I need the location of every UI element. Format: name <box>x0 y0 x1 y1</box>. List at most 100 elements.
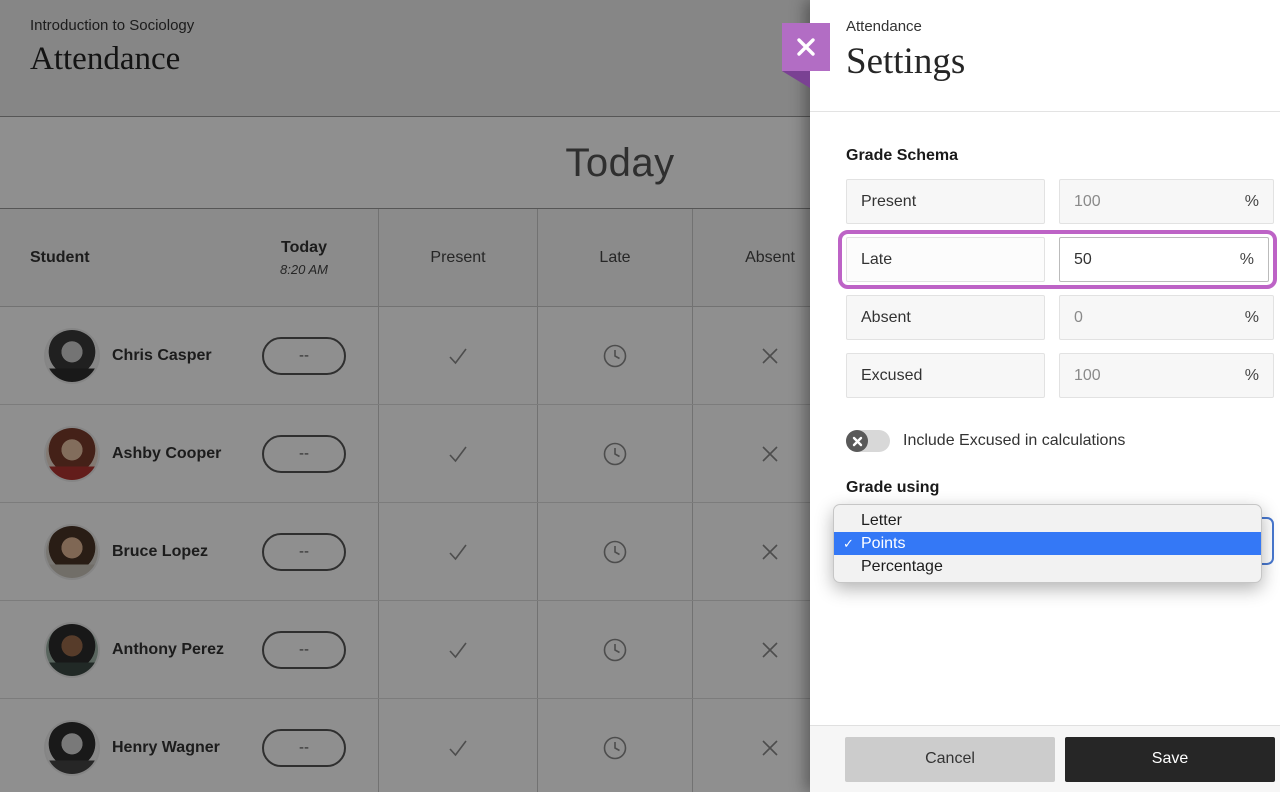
save-button[interactable]: Save <box>1065 736 1275 782</box>
dropdown-option[interactable]: ✓ Letter <box>834 509 1261 532</box>
mark-absent-cell[interactable] <box>692 699 847 792</box>
column-header-today: Today 8:20 AM <box>230 209 378 306</box>
mark-late-cell[interactable] <box>537 699 692 792</box>
panel-header: Attendance Settings <box>810 0 1280 112</box>
mark-present-cell[interactable] <box>378 699 537 792</box>
schema-label: Present <box>861 192 917 210</box>
grade-using-select-area: ✓ Letter ✓ Points ✓ Percentage <box>833 504 1274 599</box>
absent-x-icon[interactable] <box>756 538 784 566</box>
late-clock-icon[interactable] <box>602 735 628 761</box>
attendance-status-button[interactable]: -- <box>262 336 346 375</box>
schema-label: Excused <box>861 366 923 384</box>
column-header-today-time: 8:20 AM <box>280 261 328 277</box>
schema-value-field[interactable]: 50 % <box>1059 237 1269 282</box>
present-check-icon[interactable] <box>444 636 472 664</box>
panel-eyebrow: Attendance <box>846 18 922 35</box>
excused-toggle-row: Include Excused in calculations <box>846 430 1274 452</box>
student-name: Chris Casper <box>112 346 212 364</box>
absent-x-icon[interactable] <box>756 734 784 762</box>
schema-value-field[interactable]: 100 % <box>1059 179 1274 224</box>
grade-schema-row: Excused 100 % <box>846 353 1274 398</box>
schema-value-field[interactable]: 0 % <box>1059 295 1274 340</box>
present-check-icon[interactable] <box>444 440 472 468</box>
grade-schema-heading: Grade Schema <box>846 147 959 164</box>
mark-present-cell[interactable] <box>378 601 537 698</box>
schema-unit: % <box>1244 366 1259 384</box>
column-header-today-label: Today <box>281 238 327 256</box>
late-clock-icon[interactable] <box>602 343 628 369</box>
schema-label-field[interactable]: Excused <box>846 353 1045 398</box>
column-header-student: Student <box>30 248 90 266</box>
student-name: Ashby Cooper <box>112 444 222 462</box>
column-header-present: Present <box>378 209 537 306</box>
cancel-button[interactable]: Cancel <box>845 736 1055 782</box>
schema-label-field[interactable]: Late <box>846 237 1045 282</box>
include-excused-toggle[interactable] <box>846 430 890 452</box>
schema-label: Absent <box>861 308 911 326</box>
student-name: Henry Wagner <box>112 738 220 756</box>
close-panel-button[interactable] <box>782 23 830 71</box>
mark-late-cell[interactable] <box>537 601 692 698</box>
absent-x-icon[interactable] <box>756 342 784 370</box>
attendance-status-button[interactable]: -- <box>262 532 346 571</box>
schema-label-field[interactable]: Present <box>846 179 1045 224</box>
panel-title: Settings <box>846 41 966 82</box>
grade-schema-rows: Present 100 % Late 50 % Absent 0 % Excus… <box>838 179 1277 398</box>
mark-absent-cell[interactable] <box>692 503 847 600</box>
avatar <box>46 329 98 382</box>
attendance-status-button[interactable]: -- <box>262 434 346 473</box>
late-clock-icon[interactable] <box>602 637 628 663</box>
schema-unit: % <box>1239 250 1254 268</box>
avatar <box>46 721 98 774</box>
mark-absent-cell[interactable] <box>692 405 847 502</box>
avatar <box>46 623 98 676</box>
schema-value-field[interactable]: 100 % <box>1059 353 1274 398</box>
page-title: Attendance <box>30 41 181 77</box>
mark-absent-cell[interactable] <box>692 307 847 404</box>
mark-late-cell[interactable] <box>537 307 692 404</box>
status-cell: -- <box>230 601 378 698</box>
mark-late-cell[interactable] <box>537 405 692 502</box>
mark-present-cell[interactable] <box>378 307 537 404</box>
student-cell: Chris Casper <box>0 307 230 404</box>
column-header-absent: Absent <box>692 209 847 306</box>
absent-x-icon[interactable] <box>756 440 784 468</box>
status-cell: -- <box>230 699 378 792</box>
student-cell: Bruce Lopez <box>0 503 230 600</box>
attendance-status-button[interactable]: -- <box>262 630 346 669</box>
student-name: Anthony Perez <box>112 640 225 658</box>
mark-present-cell[interactable] <box>378 503 537 600</box>
dropdown-option[interactable]: ✓ Points <box>834 532 1261 555</box>
student-cell: Ashby Cooper <box>0 405 230 502</box>
mark-late-cell[interactable] <box>537 503 692 600</box>
dropdown-option[interactable]: ✓ Percentage <box>834 555 1261 578</box>
grade-using-heading: Grade using <box>846 479 940 496</box>
schema-value: 0 <box>1074 308 1083 326</box>
present-check-icon[interactable] <box>444 734 472 762</box>
schema-label-field[interactable]: Absent <box>846 295 1045 340</box>
excused-toggle-label: Include Excused in calculations <box>903 432 1126 449</box>
avatar <box>46 525 98 578</box>
schema-value: 100 <box>1074 366 1101 384</box>
schema-unit: % <box>1244 308 1259 326</box>
late-clock-icon[interactable] <box>602 441 628 467</box>
period-band: Today <box>0 117 1280 209</box>
present-check-icon[interactable] <box>444 342 472 370</box>
attendance-status-button[interactable]: -- <box>262 728 346 767</box>
column-header-late: Late <box>537 209 692 306</box>
schema-value: 100 <box>1074 192 1101 210</box>
mark-present-cell[interactable] <box>378 405 537 502</box>
schema-value: 50 <box>1074 250 1092 268</box>
late-clock-icon[interactable] <box>602 539 628 565</box>
dropdown-option-label: Letter <box>861 511 902 529</box>
absent-x-icon[interactable] <box>756 636 784 664</box>
period-heading: Today <box>565 141 675 185</box>
mark-absent-cell[interactable] <box>692 601 847 698</box>
status-cell: -- <box>230 307 378 404</box>
student-cell: Henry Wagner <box>0 699 230 792</box>
present-check-icon[interactable] <box>444 538 472 566</box>
grade-schema-row: Absent 0 % <box>846 295 1274 340</box>
schema-unit: % <box>1244 192 1259 210</box>
dropdown-option-label: Points <box>861 534 906 552</box>
